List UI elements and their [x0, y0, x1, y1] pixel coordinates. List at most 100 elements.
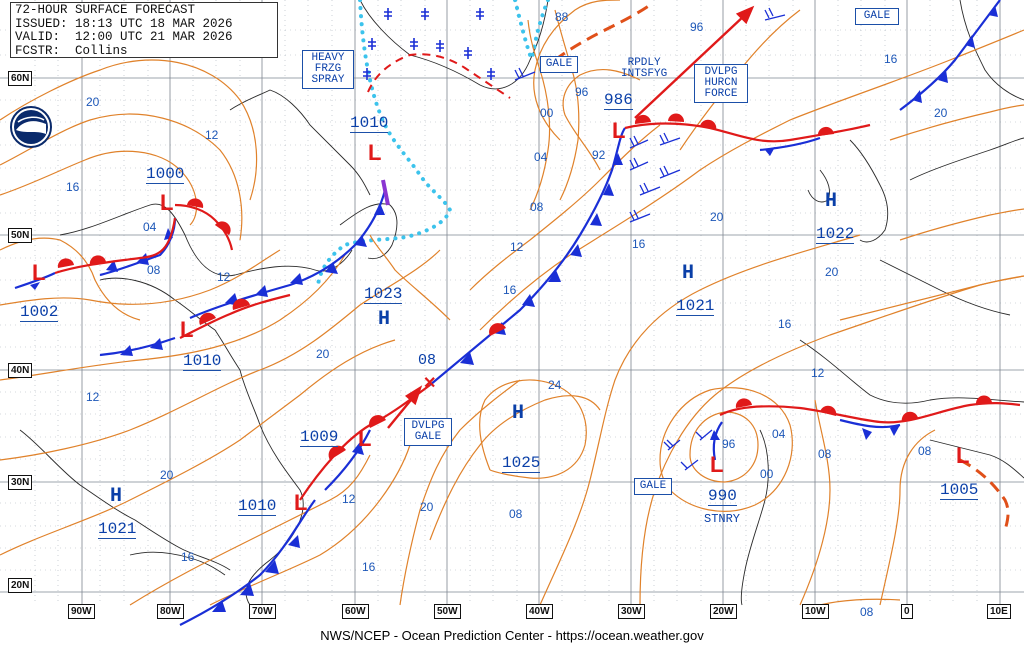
isobar-label: 12 — [86, 390, 100, 404]
noaa-logo-icon — [10, 106, 52, 148]
high-pressure-value: 1022 — [816, 225, 855, 244]
low-pressure-value: 1000 — [146, 165, 185, 184]
isobar-label: 04 — [143, 220, 157, 234]
isobar-label: 16 — [632, 237, 646, 251]
isobar-label: 04 — [534, 150, 548, 164]
high-pressure-value: 1023 — [364, 285, 403, 304]
low-pressure-value: 1009 — [300, 428, 339, 447]
lat-label-40n: 40N — [8, 363, 33, 378]
isobar-label: 12 — [342, 492, 356, 506]
isobar-label: 20 — [420, 500, 434, 514]
isobar-label: 92 — [592, 148, 606, 162]
isobar-label: 04 — [772, 427, 786, 441]
isobar-label: 08 — [918, 444, 932, 458]
gale-warning-box: GALE — [855, 8, 899, 25]
low-center-symbol: L — [710, 452, 724, 477]
low-pressure-value: 1002 — [20, 303, 59, 322]
heavy-spray-zone — [367, 53, 511, 99]
isobar-label: 20 — [710, 210, 724, 224]
lat-label-30n: 30N — [8, 475, 33, 490]
high-pressure-value: 1021 — [98, 520, 137, 539]
lat-label-50n: 50N — [8, 228, 33, 243]
box-line: FORCE — [704, 88, 738, 100]
isobar-label: 16 — [503, 283, 517, 297]
box-line: DVLPG — [704, 66, 738, 78]
isobar-label: 08 — [147, 263, 161, 277]
heavy-freezing-spray-box: HEAVY FRZG SPRAY — [302, 50, 354, 89]
cold-fronts — [14, 0, 1001, 626]
isobar-label: 00 — [540, 106, 554, 120]
isobar-label: 12 — [217, 270, 231, 284]
ice-edge — [316, 0, 550, 287]
movement-arrows — [387, 5, 755, 429]
isobar-label: 20 — [825, 265, 839, 279]
valid-time: VALID: 12:00 UTC 21 MAR 2026 — [15, 30, 233, 44]
issued-time: ISSUED: 18:13 UTC 18 MAR 2026 — [15, 16, 233, 31]
isobar-label: 16 — [362, 560, 376, 574]
high-center-symbol: H — [110, 485, 123, 508]
high-pressure-value: 1021 — [676, 297, 715, 316]
lon-label-10e: 10E — [987, 604, 1011, 619]
occluded-front — [381, 179, 390, 206]
rapidly-intensifying-label: RPDLY INTSFYG — [621, 58, 667, 80]
isobar-label: 08 — [530, 200, 544, 214]
gale-warning-box: GALE — [634, 478, 672, 495]
box-line: SPRAY — [311, 74, 345, 86]
box-line: HEAVY — [311, 52, 345, 64]
low-pressure-value: 1010 — [183, 352, 222, 371]
forecast-title: 72-HOUR SURFACE FORECAST — [15, 3, 196, 17]
isobar-label: 00 — [760, 467, 774, 481]
low-center-symbol: L — [32, 260, 46, 285]
noaa-logo-graphic — [14, 110, 48, 144]
gale-warning-box: GALE — [540, 56, 578, 73]
low-center-symbol: L — [956, 443, 970, 468]
high-center-symbol: H — [825, 190, 838, 213]
hurricane-force-box: DVLPG HURCN FORCE — [694, 64, 748, 103]
lon-label-60w: 60W — [342, 604, 369, 619]
isobar-label: 12 — [205, 128, 219, 142]
coastlines — [19, 0, 1024, 606]
box-line: RPDLY — [627, 57, 661, 69]
freezing-spray-symbols — [363, 8, 495, 80]
high-center-symbol: H — [512, 402, 525, 425]
lon-label-50w: 50W — [434, 604, 461, 619]
lat-label-20n: 20N — [8, 578, 33, 593]
cold-front-triangles — [30, 5, 998, 612]
isobar-label: 96 — [690, 20, 704, 34]
box-line: INTSFYG — [621, 68, 668, 80]
box-line: DVLPG — [411, 420, 445, 432]
low-pressure-value: 990 — [708, 487, 737, 506]
wind-barbs — [514, 7, 786, 471]
isobar-label: 20 — [316, 347, 330, 361]
isobar-label: 20 — [160, 468, 174, 482]
forecast-tracks — [554, 3, 1010, 531]
cross-marker-icon: ✕ — [423, 375, 437, 392]
lon-label-20w: 20W — [710, 604, 737, 619]
high-center-symbol: H — [682, 262, 695, 285]
stationary-label: STNRY — [704, 512, 741, 526]
high-center-symbol: H — [378, 308, 391, 331]
forecaster: FCSTR: Collins — [15, 43, 128, 58]
isobar-label: 16 — [181, 550, 195, 564]
low-pressure-value: 1010 — [350, 114, 389, 133]
low-center-symbol: L — [368, 140, 382, 165]
lat-label-60n: 60N — [8, 71, 33, 86]
low-pressure-value: 1010 — [238, 497, 277, 516]
isobar-label: 12 — [510, 240, 524, 254]
warm-fronts — [54, 122, 1021, 501]
low-center-symbol: L — [294, 490, 308, 515]
low-pressure-label: 08 — [418, 352, 437, 369]
lon-label-0: 0 — [901, 604, 913, 619]
low-pressure-value: 1005 — [940, 481, 979, 500]
low-pressure-value: 986 — [604, 91, 633, 110]
low-center-symbol: L — [160, 190, 174, 215]
isobar-label: 16 — [884, 52, 898, 66]
isobar-label: 08 — [860, 605, 874, 619]
isobar-label: 96 — [722, 437, 736, 451]
lon-label-40w: 40W — [526, 604, 553, 619]
developing-gale-box: DVLPG GALE — [404, 418, 452, 446]
forecast-header: 72-HOUR SURFACE FORECAST ISSUED: 18:13 U… — [10, 2, 278, 58]
isobar-label: 24 — [548, 378, 562, 392]
